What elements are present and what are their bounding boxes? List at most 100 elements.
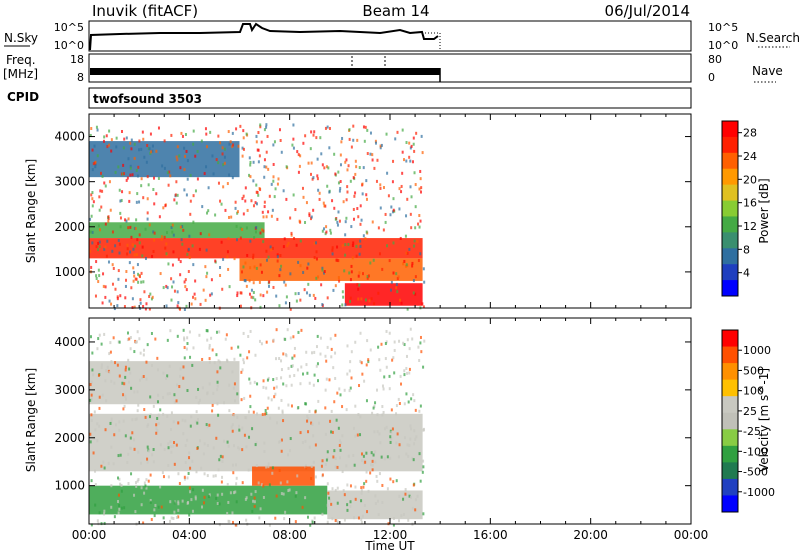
echo-pixel: [345, 464, 348, 468]
echo-pixel: [195, 395, 198, 399]
power-colorbar-label: Power [dB]: [757, 178, 771, 243]
echo-pixel: [162, 286, 165, 290]
echo-pixel: [210, 292, 213, 296]
echo-pixel: [104, 285, 107, 289]
echo-pixel: [410, 427, 413, 431]
colorbar-swatch: [722, 462, 738, 480]
echo-pixel: [325, 225, 328, 229]
echo-pixel: [172, 444, 175, 448]
echo-pixel: [192, 220, 195, 224]
echo-pixel: [374, 494, 377, 498]
echo-pixel: [118, 428, 121, 432]
echo-pixel: [379, 144, 382, 148]
echo-pixel: [422, 267, 425, 271]
echo-pixel: [221, 475, 224, 479]
echo-pixel: [287, 453, 290, 457]
echo-pixel: [331, 517, 334, 521]
echo-band-3: [252, 466, 315, 486]
echo-pixel: [409, 495, 412, 499]
echo-pixel: [132, 247, 135, 251]
echo-pixel: [126, 243, 129, 247]
echo-pixel: [126, 461, 129, 465]
echo-pixel: [253, 496, 256, 500]
echo-pixel: [395, 412, 398, 416]
echo-pixel: [393, 348, 396, 352]
echo-pixel: [235, 500, 238, 504]
echo-pixel: [110, 445, 113, 449]
echo-pixel: [130, 386, 133, 390]
echo-pixel: [374, 141, 377, 145]
colorbar-tick-label: -1000: [743, 486, 775, 499]
echo-pixel: [322, 201, 325, 205]
echo-pixel: [155, 423, 158, 427]
echo-pixel: [344, 253, 347, 257]
echo-pixel: [127, 157, 130, 161]
echo-pixel: [133, 156, 136, 160]
echo-pixel: [113, 381, 116, 385]
echo-pixel: [350, 264, 353, 268]
echo-pixel: [252, 281, 255, 285]
echo-pixel: [183, 345, 186, 349]
echo-pixel: [397, 275, 400, 279]
echo-pixel: [316, 177, 319, 181]
echo-pixel: [135, 340, 138, 344]
echo-pixel: [314, 296, 317, 300]
echo-pixel: [244, 186, 247, 190]
echo-pixel: [356, 283, 359, 287]
echo-pixel: [117, 499, 120, 503]
echo-pixel: [137, 280, 140, 284]
echo-pixel: [168, 170, 171, 174]
echo-pixel: [91, 241, 94, 245]
echo-pixel: [120, 129, 123, 133]
echo-pixel: [290, 383, 293, 387]
colorbar-swatch: [722, 121, 738, 138]
echo-pixel: [413, 171, 416, 175]
echo-pixel: [208, 357, 211, 361]
echo-pixel: [390, 280, 393, 284]
echo-pixel: [302, 195, 305, 199]
echo-pixel: [419, 219, 422, 223]
echo-pixel: [354, 159, 357, 163]
echo-pixel: [181, 225, 184, 229]
echo-pixel: [240, 270, 243, 274]
echo-pixel: [122, 393, 125, 397]
echo-pixel: [412, 136, 415, 140]
echo-pixel: [124, 368, 127, 372]
power-xticks: [88, 114, 692, 308]
echo-pixel: [326, 503, 329, 507]
echo-pixel: [192, 194, 195, 198]
echo-pixel: [231, 145, 234, 149]
echo-band-3: [239, 258, 423, 281]
echo-pixel: [279, 254, 282, 258]
echo-pixel: [365, 479, 368, 483]
echo-pixel: [399, 298, 402, 302]
echo-pixel: [191, 244, 194, 248]
echo-pixel: [130, 138, 133, 142]
echo-pixel: [391, 210, 394, 214]
echo-pixel: [418, 187, 421, 191]
echo-pixel: [114, 423, 117, 427]
echo-pixel: [117, 277, 120, 281]
colorbar-swatch: [722, 168, 738, 186]
echo-pixel: [155, 431, 158, 435]
echo-pixel: [261, 228, 264, 232]
time-tick-label: 04:00: [172, 528, 207, 542]
echo-pixel: [101, 393, 104, 397]
echo-pixel: [175, 201, 178, 205]
echo-pixel: [188, 486, 191, 490]
echo-pixel: [123, 137, 126, 141]
echo-pixel: [411, 264, 414, 268]
echo-pixel: [103, 512, 106, 516]
echo-pixel: [230, 215, 233, 219]
echo-pixel: [211, 154, 214, 158]
echo-pixel: [181, 242, 184, 246]
echo-pixel: [386, 487, 389, 491]
echo-pixel: [395, 404, 398, 408]
echo-pixel: [396, 276, 399, 280]
echo-pixel: [334, 376, 337, 380]
echo-pixel: [367, 358, 370, 362]
echo-pixel: [172, 250, 175, 254]
colorbar-tick-label: 16: [743, 197, 757, 210]
echo-pixel: [352, 176, 355, 180]
